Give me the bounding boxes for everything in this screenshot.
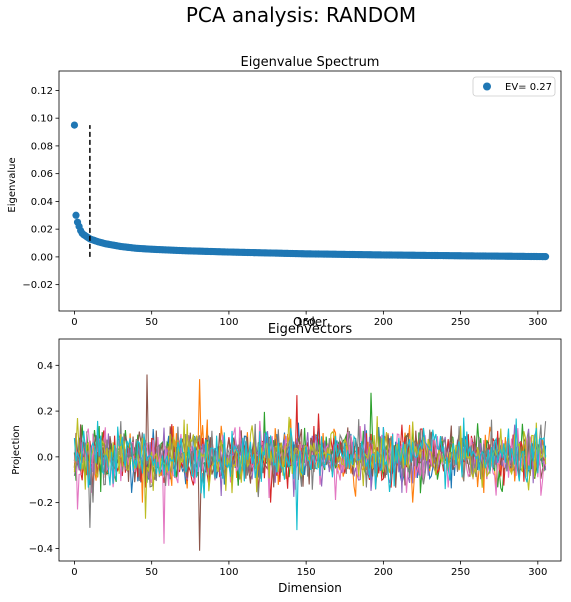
y-tick-label: 0.0 (37, 452, 53, 463)
x-tick-label: 200 (374, 567, 393, 578)
x-tick-label: 300 (528, 317, 547, 328)
eigenvectors-panel: −0.4 −0.2 0.0 0.2 0.4 0 50 100 150 200 250 300 Eig… (11, 322, 562, 595)
x-tick-label: 150 (297, 567, 316, 578)
x-tick-label: 100 (219, 317, 238, 328)
y-tick-label: −0.2 (29, 498, 53, 509)
eigenvector-line-8 (73, 416, 547, 519)
eigenvalue-x-ticks: 0 50 100 150 200 250 300 (71, 311, 547, 328)
figure-suptitle: PCA analysis: RANDOM (186, 3, 416, 27)
eigenvalue-plot-area (58, 70, 562, 312)
eigenvectors-ylabel: Projection (11, 425, 22, 474)
eigenvalue-point (541, 253, 550, 261)
x-tick-label: 50 (145, 567, 158, 578)
y-tick-label: 0.2 (37, 407, 53, 418)
y-tick-label: 0.06 (31, 169, 53, 180)
eigenvalue-point (72, 211, 80, 219)
eigenvalue-legend: EV= 0.27 (472, 76, 556, 97)
eigenvalue-xlabel: Order (293, 315, 327, 329)
y-tick-label: −0.02 (22, 280, 53, 291)
y-tick-label: 0.00 (31, 252, 53, 263)
x-tick-label: 150 (297, 317, 316, 328)
x-tick-label: 0 (71, 567, 77, 578)
x-tick-label: 300 (528, 567, 547, 578)
y-tick-label: 0.12 (31, 86, 53, 97)
legend-box (472, 76, 556, 97)
eigenvector-series (73, 374, 547, 551)
x-tick-label: 250 (451, 317, 470, 328)
y-tick-label: 0.04 (31, 197, 53, 208)
legend-label: EV= 0.27 (505, 82, 552, 93)
eigenvalue-y-ticks: −0.02 0.00 0.02 0.04 0.06 0.08 0.10 0.12 (22, 86, 59, 291)
eigenvalue-marks (70, 121, 550, 261)
eigenvectors-y-ticks: −0.4 −0.2 0.0 0.2 0.4 (29, 361, 59, 555)
y-tick-label: 0.08 (31, 141, 53, 152)
eigenvectors-xlabel: Dimension (278, 581, 342, 595)
eigenvector-line-6 (73, 420, 547, 544)
legend-marker (483, 82, 491, 91)
y-tick-label: 0.02 (31, 225, 53, 236)
eigenvectors-title: Eigenvectors (268, 322, 353, 337)
eigenvectors-x-ticks: 0 50 100 150 200 250 300 (71, 561, 547, 578)
x-tick-label: 200 (374, 317, 393, 328)
eigenvector-line-9 (73, 417, 547, 531)
eigenvalue-ylabel: Eigenvalue (7, 157, 18, 212)
eigenvalue-point (70, 121, 79, 129)
y-tick-label: −0.4 (29, 544, 53, 555)
x-tick-label: 100 (219, 567, 238, 578)
y-tick-label: 0.4 (37, 361, 53, 372)
x-tick-label: 250 (451, 567, 470, 578)
y-tick-label: 0.10 (31, 114, 53, 125)
x-tick-label: 50 (145, 317, 158, 328)
eigenvalue-panel: −0.02 0.00 0.02 0.04 0.06 0.08 0.10 0.12 0 50 100… (7, 55, 562, 329)
x-tick-label: 0 (71, 317, 77, 328)
eigenvalue-title: Eigenvalue Spectrum (241, 55, 380, 70)
